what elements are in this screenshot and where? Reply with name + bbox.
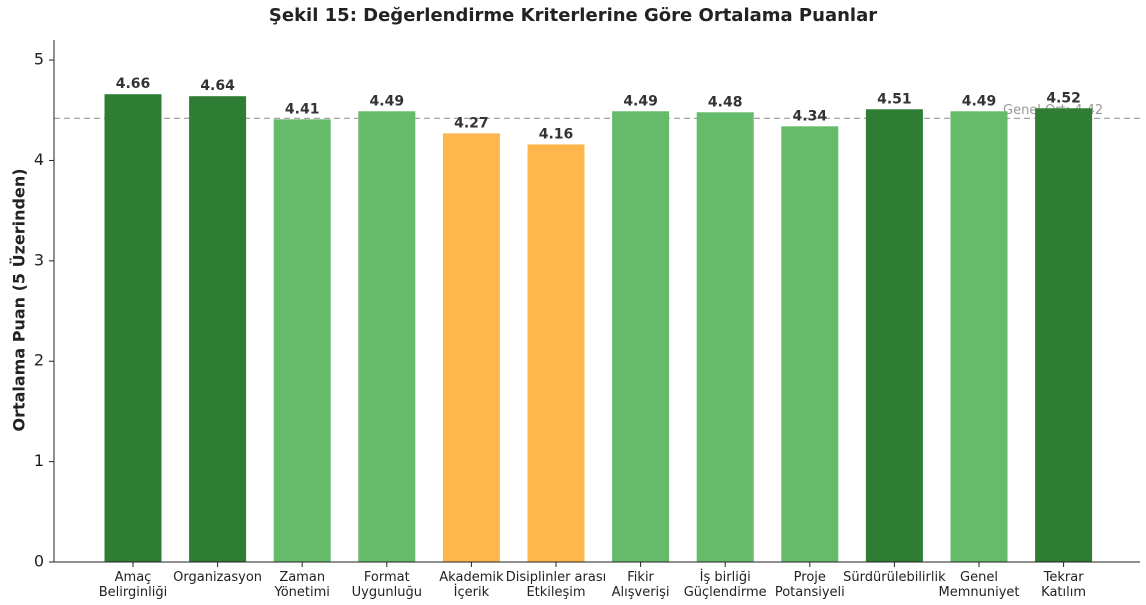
- x-tick-label: Organizasyon: [173, 570, 262, 585]
- x-tick-label-line: Disiplinler arası: [506, 570, 606, 585]
- data-label: 4.64: [200, 78, 235, 94]
- x-tick-label-line: Etkileşim: [526, 585, 585, 600]
- y-tick-label: 0: [34, 552, 44, 571]
- data-label: 4.49: [962, 93, 997, 109]
- x-tick-label-line: Uygunluğu: [352, 585, 422, 600]
- x-tick-label-line: Amaç: [115, 570, 152, 585]
- x-tick-label: Sürdürülebilirlik: [843, 570, 946, 585]
- x-tick-label-line: Fikir: [627, 570, 654, 585]
- y-tick-label: 3: [34, 250, 44, 269]
- data-label: 4.66: [116, 76, 151, 92]
- x-tick-label-line: Potansiyeli: [775, 585, 845, 600]
- data-label: 4.49: [623, 93, 658, 109]
- data-label: 4.48: [708, 94, 743, 110]
- x-tick-label-line: Alışverişi: [612, 585, 670, 600]
- x-tick-label-line: Format: [364, 570, 410, 585]
- bar: [1035, 108, 1093, 562]
- data-label: 4.41: [285, 101, 320, 117]
- chart-title: Şekil 15: Değerlendirme Kriterlerine Gör…: [269, 5, 877, 26]
- bar: [612, 111, 670, 563]
- x-tick-label-line: Memnuniyet: [939, 585, 1020, 600]
- x-tick-label: İş birliği Güçlendirme: [684, 569, 767, 600]
- data-label: 4.27: [454, 115, 489, 131]
- x-tick-label: Zaman Yönetimi: [274, 570, 330, 600]
- data-label: 4.34: [793, 108, 828, 124]
- x-tick-label: Amaç Belirginliği: [99, 570, 167, 600]
- x-tick-label-line: Proje: [794, 570, 826, 585]
- x-tick-label-line: Sürdürülebilirlik: [843, 570, 946, 585]
- bar: [781, 126, 839, 562]
- bar: [696, 112, 754, 563]
- bar: [950, 111, 1008, 563]
- x-tick-label: Tekrar Katılım: [1041, 570, 1086, 600]
- y-axis-label: Ortalama Puan (5 Üzerinden): [10, 168, 29, 431]
- x-tick-label-line: İçerik: [454, 584, 490, 600]
- bar: [189, 96, 247, 562]
- x-tick-label-line: Yönetimi: [274, 585, 330, 600]
- y-tick-label: 1: [34, 451, 44, 470]
- x-tick-label-line: Genel: [960, 570, 998, 585]
- x-tick-label-line: Organizasyon: [173, 570, 262, 585]
- x-tick-label-line: Akademik: [439, 570, 504, 585]
- x-tick-label: Proje Potansiyeli: [775, 570, 845, 600]
- bar: [527, 144, 585, 562]
- data-label: 4.52: [1046, 90, 1081, 106]
- y-tick-label: 4: [34, 150, 44, 169]
- data-label: 4.49: [370, 93, 405, 109]
- x-tick-label-line: Belirginliği: [99, 585, 167, 600]
- x-tick-label-line: Güçlendirme: [684, 585, 767, 600]
- x-tick-label: Fikir Alışverişi: [612, 570, 670, 600]
- y-tick-label: 2: [34, 351, 44, 370]
- data-label: 4.16: [539, 126, 574, 142]
- data-label: 4.51: [877, 91, 912, 107]
- bar: [358, 111, 416, 563]
- bar: [442, 133, 500, 562]
- bar: [104, 94, 162, 562]
- bar: [273, 119, 331, 563]
- y-tick-label: 5: [34, 50, 44, 69]
- x-tick-label-line: Tekrar: [1043, 570, 1085, 585]
- x-tick-label: Genel Memnuniyet: [939, 570, 1020, 600]
- x-tick-label-line: İş birliği: [700, 569, 751, 585]
- x-tick-label: Disiplinler arası Etkileşim: [506, 570, 606, 600]
- bar: [865, 109, 923, 562]
- x-tick-label-line: Katılım: [1041, 585, 1086, 600]
- x-tick-label-line: Zaman: [279, 570, 325, 585]
- x-tick-label: Format Uygunluğu: [352, 570, 422, 600]
- x-tick-label: Akademik İçerik: [439, 570, 504, 600]
